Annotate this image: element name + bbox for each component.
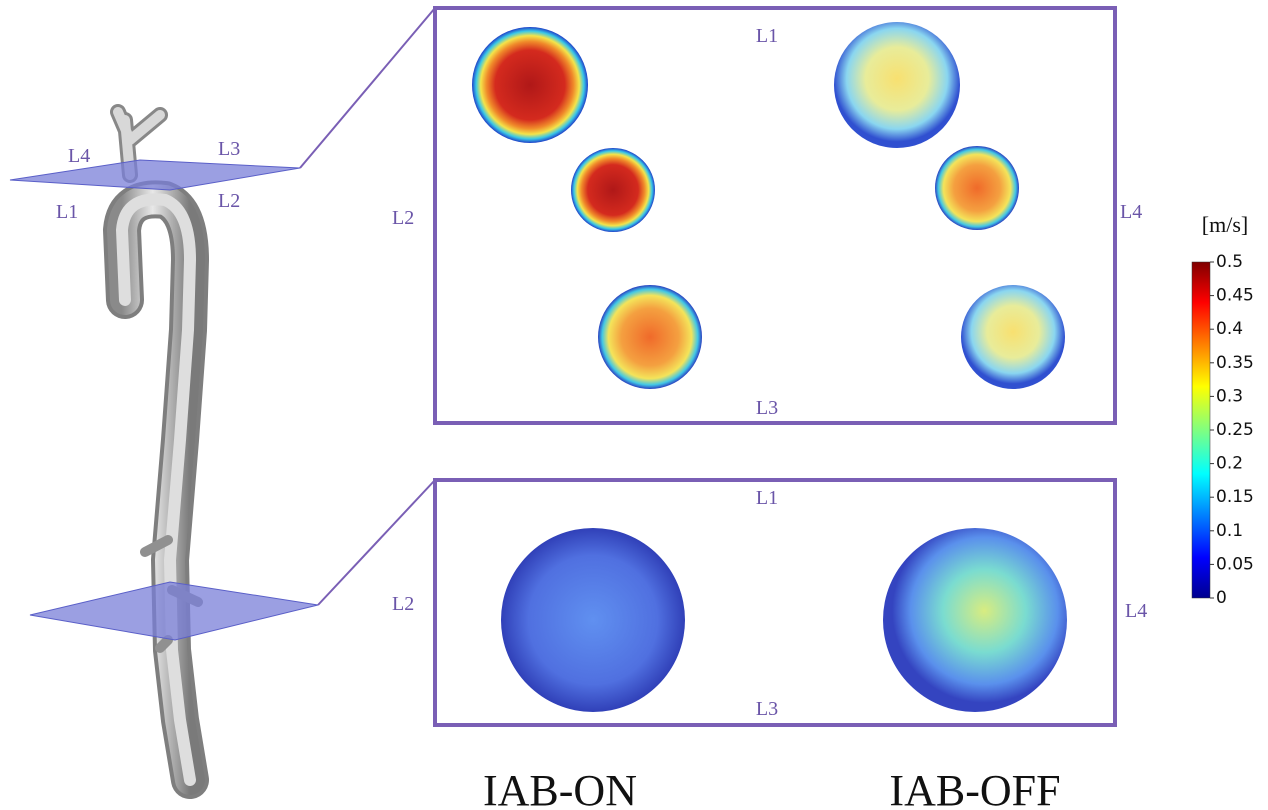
flow-section [961,285,1065,389]
colorbar-tick-label: 0.05 [1216,554,1254,574]
colorbar-tick-label: 0.35 [1216,353,1254,373]
plane-label: L3 [218,138,240,160]
colorbar-tick-label: 0.1 [1216,521,1243,541]
colorbar-tick-label: 0.45 [1216,286,1254,306]
colorbar-tick-label: 0.5 [1216,252,1243,272]
colorbar-title: [m/s] [1202,212,1248,237]
zoom-line [318,480,435,605]
colorbar-tick-label: 0.15 [1216,487,1254,507]
zoom-line [300,8,435,168]
plane-label: L1 [56,201,78,223]
flow-section [935,146,1019,230]
column-caption: IAB-ON [483,766,637,810]
flow-section [472,27,588,143]
colorbar-tick-label: 0 [1216,588,1227,608]
lower-plane [30,582,318,640]
column-caption: IAB-OFF [889,766,1060,810]
colorbar-tick-label: 0.25 [1216,420,1254,440]
panel-label: L1 [756,25,778,47]
panel-label: L3 [756,698,778,720]
upper-plane [10,160,300,190]
panel-label: L2 [392,593,414,615]
colorbar-tick-label: 0.4 [1216,319,1243,339]
flow-section [834,22,960,148]
colorbar-tick-label: 0.2 [1216,454,1243,474]
flow-section [501,528,685,712]
plane-label: L4 [68,145,90,167]
panel-label: L1 [756,487,778,509]
flow-section [598,285,702,389]
plane-label: L2 [218,190,240,212]
panel-label: L2 [392,207,414,229]
colorbar [1192,262,1210,598]
panel-label: L4 [1125,600,1147,622]
flow-section [883,528,1067,712]
panel-label: L3 [756,397,778,419]
aorta-model [118,112,198,780]
figure: L4 L3 L1 L2 L1 L2 L3 L4 L1 L2 L3 L4 IAB-… [0,0,1268,810]
colorbar-tick-label: 0.3 [1216,386,1243,406]
flow-section [571,148,655,232]
panel-label: L4 [1120,201,1142,223]
